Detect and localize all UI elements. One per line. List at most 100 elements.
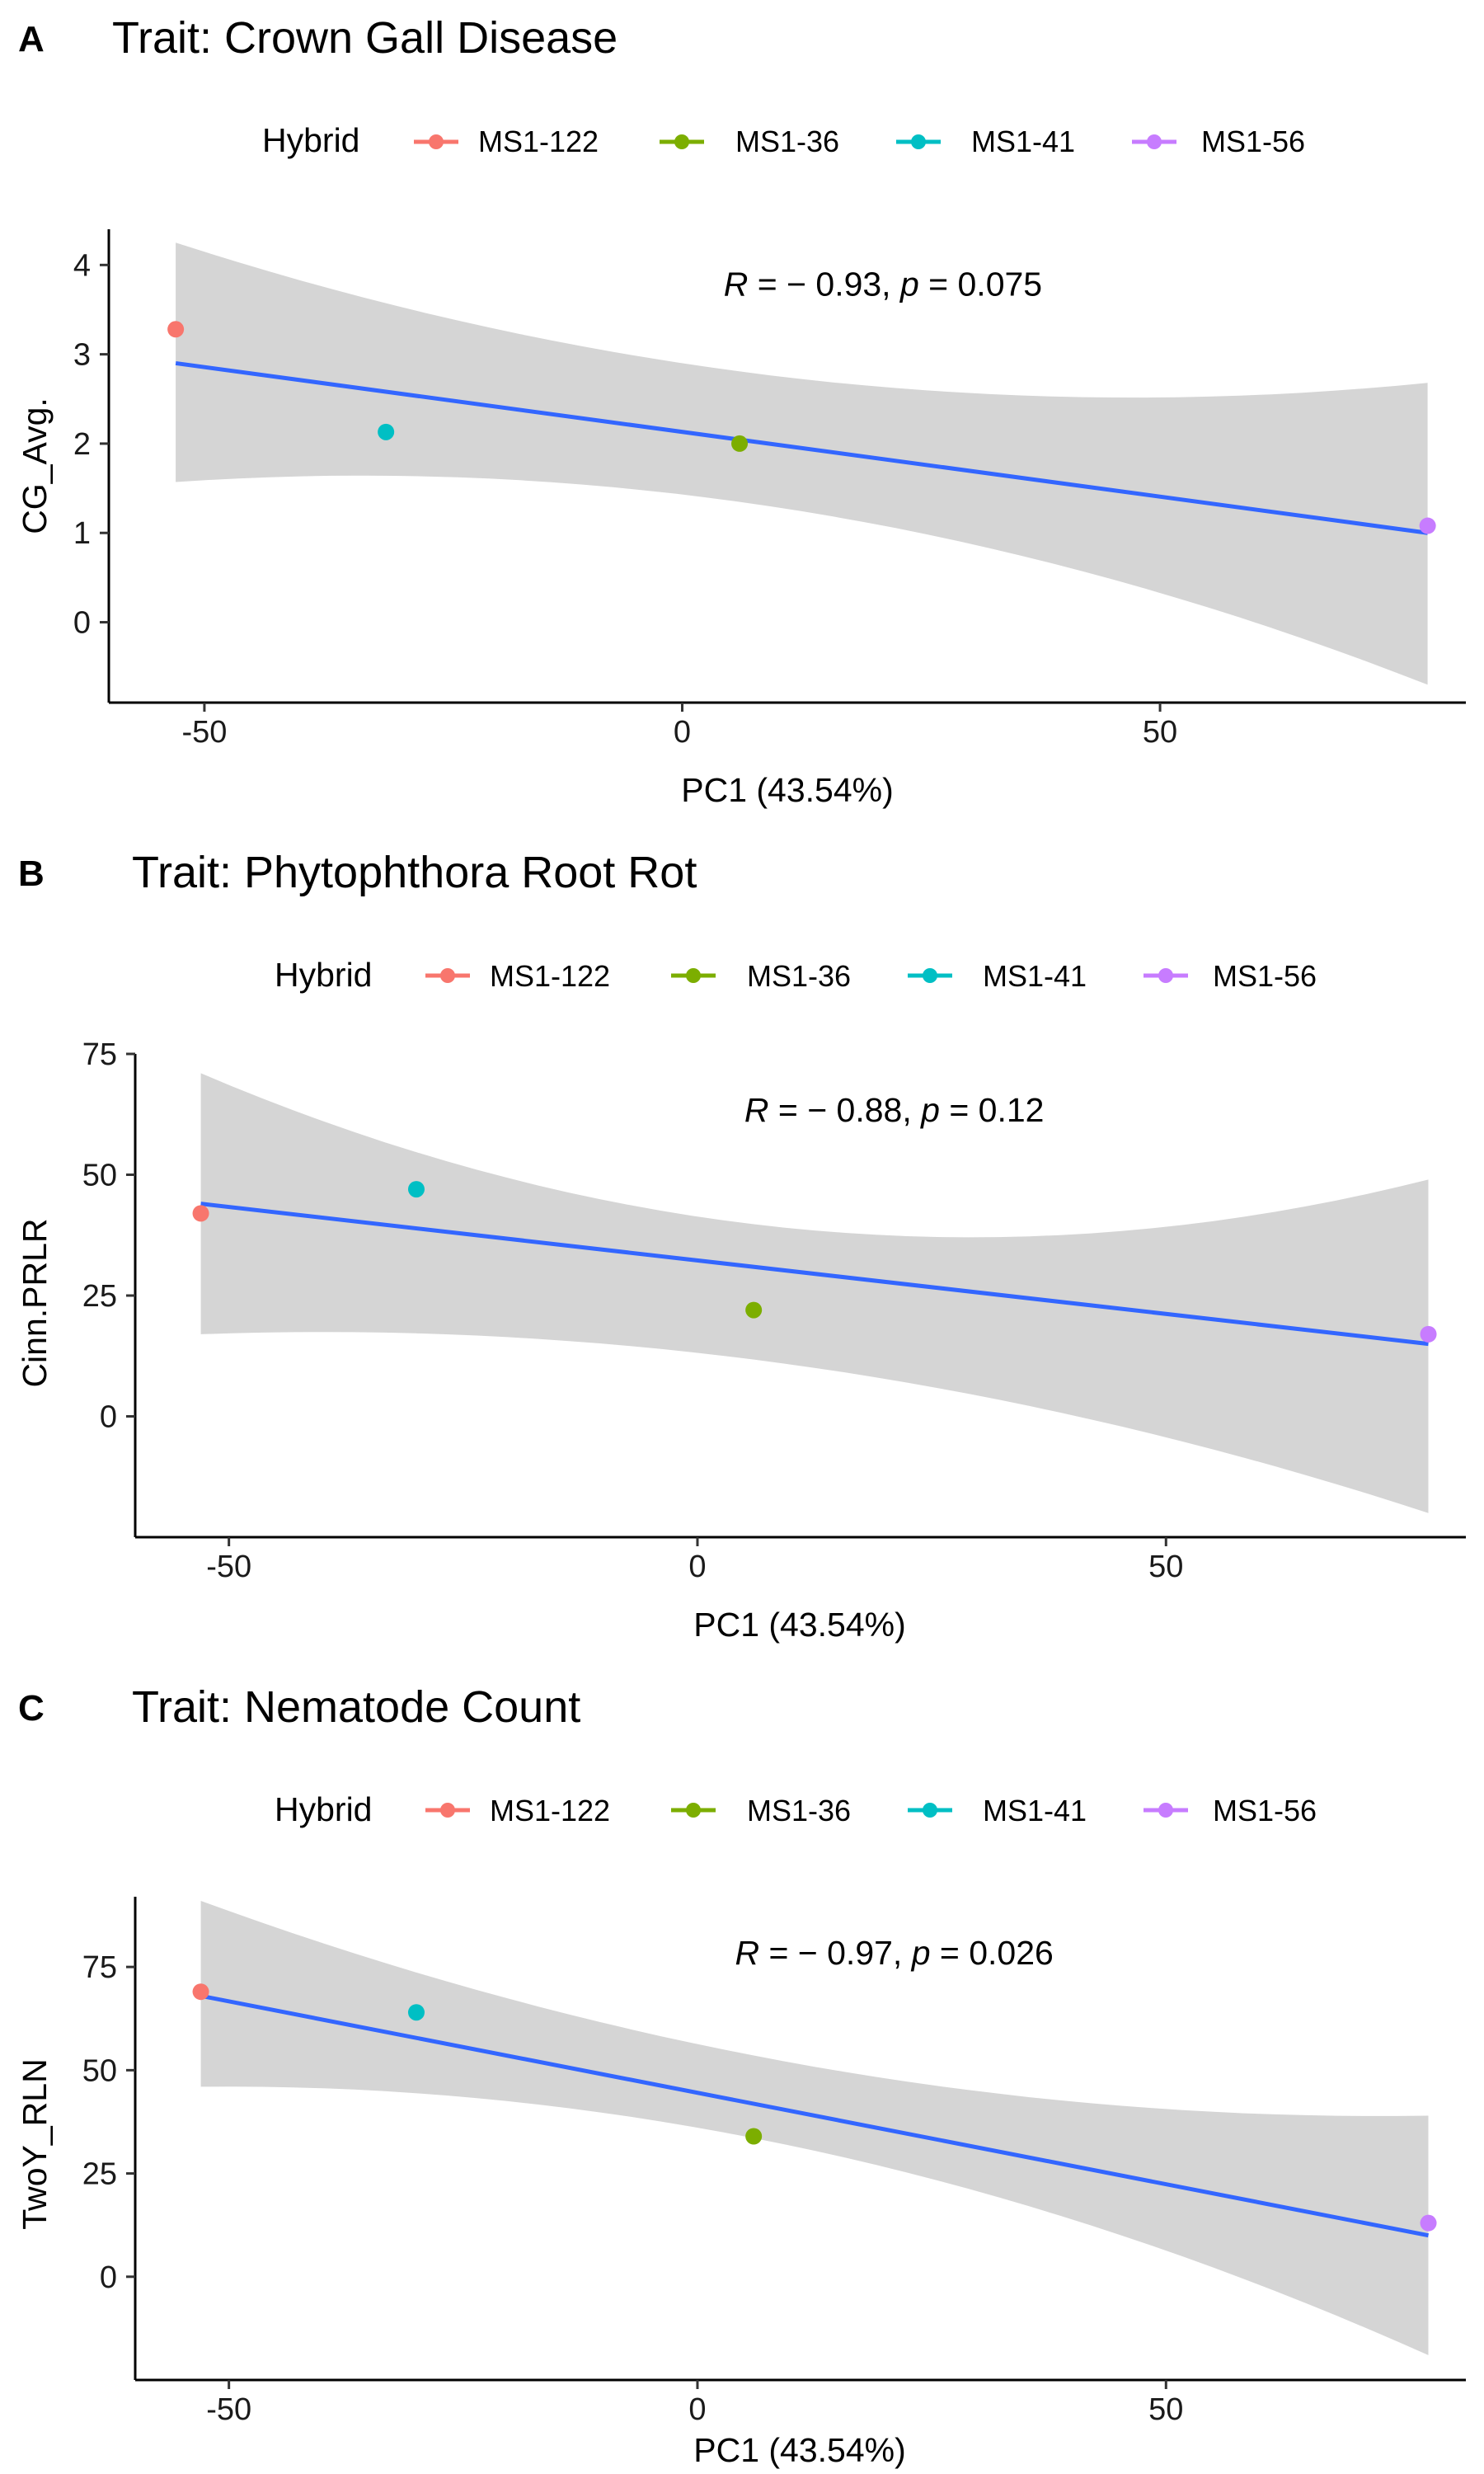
p-label: p bbox=[899, 265, 919, 303]
y-tick-label: 75 bbox=[82, 1950, 117, 1985]
legend-key-ms1-36 bbox=[660, 134, 704, 149]
legend: Hybrid MS1-122 MS1-36 MS1-41 MS1-56 bbox=[275, 1790, 1317, 1828]
data-point-ms1-56 bbox=[1419, 517, 1436, 534]
y-tick-label: 3 bbox=[73, 338, 91, 373]
points-layer bbox=[192, 1983, 1437, 2232]
data-point-ms1-41 bbox=[407, 2004, 425, 2021]
p-value: = 0.075 bbox=[919, 265, 1042, 303]
regression-line-layer bbox=[175, 360, 1428, 535]
data-point-ms1-36 bbox=[731, 435, 749, 452]
data-point-ms1-122 bbox=[192, 1983, 209, 2001]
legend: Hybrid MS1-122 MS1-36 MS1-41 MS1-56 bbox=[275, 956, 1317, 994]
r-value: = − 0.97, bbox=[759, 1934, 912, 1972]
legend-label-ms1-56: MS1-56 bbox=[1213, 959, 1317, 993]
axes-layer: -50 0 50 0 25 50 75 bbox=[82, 1037, 1466, 1584]
r-label: R bbox=[724, 265, 749, 303]
y-tick-label: 25 bbox=[82, 1279, 117, 1314]
legend-label-ms1-41: MS1-41 bbox=[983, 959, 1087, 993]
legend-key-ms1-122 bbox=[414, 134, 458, 149]
legend-label-ms1-122: MS1-122 bbox=[490, 959, 610, 993]
confidence-band bbox=[200, 1901, 1429, 2355]
legend-title: Hybrid bbox=[275, 1790, 372, 1828]
p-value: = 0.12 bbox=[940, 1091, 1045, 1129]
legend-label-ms1-36: MS1-36 bbox=[735, 125, 839, 158]
regression-line bbox=[175, 360, 1428, 535]
y-tick-label: 1 bbox=[73, 516, 91, 551]
legend-key-ms1-41 bbox=[908, 1803, 952, 1818]
correlation-annotation: R = − 0.93, p = 0.075 bbox=[724, 265, 1042, 303]
legend-label-ms1-122: MS1-122 bbox=[478, 125, 599, 158]
panel-b: B Trait: Phytophthora Root Rot Hybrid MS… bbox=[16, 848, 1466, 1644]
x-tick-label: 50 bbox=[1143, 715, 1177, 750]
p-label: p bbox=[910, 1934, 931, 1972]
points-layer bbox=[167, 321, 1436, 534]
plot-area: -50 0 50 0 1 2 3 4 R = − 0.93, p = 0.075 bbox=[73, 229, 1466, 750]
panel-a: A Trait: Crown Gall Disease Hybrid MS1-1… bbox=[16, 13, 1466, 809]
legend-key-ms1-122 bbox=[425, 968, 470, 983]
x-tick-label: -50 bbox=[206, 2392, 251, 2427]
panel-c: C Trait: Nematode Count Hybrid MS1-122 M… bbox=[16, 1682, 1466, 2469]
axes-layer: -50 0 50 0 25 50 75 bbox=[82, 1897, 1466, 2427]
panel-letter: C bbox=[18, 1688, 45, 1729]
data-point-ms1-56 bbox=[1420, 1325, 1437, 1343]
x-tick-label: -50 bbox=[206, 1550, 251, 1584]
x-axis-title: PC1 (43.54%) bbox=[681, 771, 894, 809]
x-tick-label: 0 bbox=[688, 1550, 706, 1584]
confidence-band-layer bbox=[200, 1901, 1429, 2355]
y-axis-title: Cinn.PRLR bbox=[16, 1218, 54, 1387]
plot-area: -50 0 50 0 25 50 75 R = − 0.97, p = 0.026 bbox=[82, 1897, 1466, 2427]
x-tick-label: 0 bbox=[674, 715, 691, 750]
x-tick-label: 50 bbox=[1148, 1550, 1183, 1584]
legend-key-ms1-122 bbox=[425, 1803, 470, 1818]
y-tick-label: 75 bbox=[82, 1037, 117, 1072]
data-point-ms1-41 bbox=[407, 1181, 425, 1198]
legend-key-ms1-41 bbox=[896, 134, 941, 149]
data-point-ms1-36 bbox=[745, 2128, 763, 2145]
legend-label-ms1-36: MS1-36 bbox=[747, 1794, 851, 1827]
panel-title: Trait: Crown Gall Disease bbox=[112, 13, 618, 63]
confidence-band bbox=[176, 242, 1428, 685]
r-label: R bbox=[735, 1934, 759, 1972]
y-axis-title: CG_Avg. bbox=[16, 397, 54, 534]
legend-label-ms1-56: MS1-56 bbox=[1213, 1794, 1317, 1827]
legend-key-ms1-56 bbox=[1144, 968, 1188, 983]
data-point-ms1-122 bbox=[192, 1205, 209, 1222]
y-tick-label: 0 bbox=[100, 2260, 117, 2295]
panel-letter: B bbox=[18, 854, 45, 894]
y-tick-label: 0 bbox=[100, 1400, 117, 1435]
legend-label-ms1-41: MS1-41 bbox=[971, 125, 1075, 158]
regression-line-layer bbox=[200, 1202, 1429, 1347]
panel-letter: A bbox=[18, 19, 45, 59]
y-tick-label: 2 bbox=[73, 427, 91, 462]
y-axis-title: TwoY_RLN bbox=[16, 2058, 54, 2229]
regression-line-layer bbox=[200, 1993, 1430, 2238]
data-point-ms1-56 bbox=[1420, 2214, 1437, 2232]
data-point-ms1-36 bbox=[745, 1301, 763, 1319]
y-tick-label: 50 bbox=[82, 2053, 117, 2088]
legend-key-ms1-56 bbox=[1144, 1803, 1188, 1818]
data-point-ms1-122 bbox=[167, 321, 185, 338]
legend-label-ms1-36: MS1-36 bbox=[747, 959, 851, 993]
y-tick-label: 0 bbox=[73, 606, 91, 641]
x-axis-title: PC1 (43.54%) bbox=[693, 2431, 906, 2469]
panel-title: Trait: Nematode Count bbox=[132, 1682, 580, 1732]
y-tick-label: 25 bbox=[82, 2157, 117, 2192]
confidence-band bbox=[200, 1073, 1429, 1513]
panel-title: Trait: Phytophthora Root Rot bbox=[132, 848, 697, 897]
data-point-ms1-41 bbox=[378, 423, 395, 440]
r-value: = − 0.88, bbox=[768, 1091, 921, 1129]
x-tick-label: 50 bbox=[1148, 2392, 1183, 2427]
legend-label-ms1-122: MS1-122 bbox=[490, 1794, 610, 1827]
confidence-band-layer bbox=[200, 1073, 1429, 1513]
legend: Hybrid MS1-122 MS1-36 MS1-41 MS1-56 bbox=[262, 121, 1305, 159]
correlation-annotation: R = − 0.88, p = 0.12 bbox=[744, 1091, 1045, 1129]
plot-area: -50 0 50 0 25 50 75 R = − 0.88, p = 0.12 bbox=[82, 1037, 1466, 1584]
confidence-band-layer bbox=[176, 242, 1428, 685]
legend-key-ms1-41 bbox=[908, 968, 952, 983]
r-label: R bbox=[744, 1091, 769, 1129]
x-tick-label: 0 bbox=[688, 2392, 706, 2427]
correlation-annotation: R = − 0.97, p = 0.026 bbox=[735, 1934, 1053, 1972]
regression-line bbox=[200, 1993, 1430, 2238]
y-tick-label: 50 bbox=[82, 1159, 117, 1193]
